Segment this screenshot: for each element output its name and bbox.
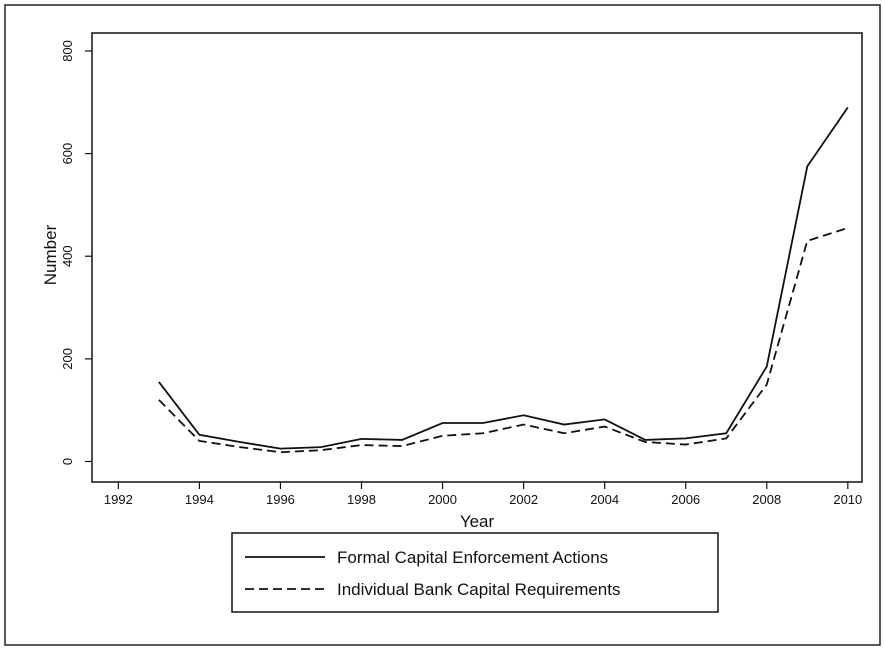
y-tick-label: 0 — [60, 458, 75, 465]
y-tick-label: 800 — [60, 40, 75, 62]
y-tick-label: 200 — [60, 348, 75, 370]
x-tick-label: 2000 — [428, 492, 457, 507]
legend-label: Individual Bank Capital Requirements — [337, 580, 621, 599]
x-tick-label: 1994 — [185, 492, 214, 507]
x-tick-label: 2008 — [752, 492, 781, 507]
legend — [231, 532, 719, 613]
y-tick-label: 600 — [60, 143, 75, 165]
x-tick-label: 1992 — [104, 492, 133, 507]
series-line — [158, 106, 849, 450]
x-tick-label: 2004 — [590, 492, 619, 507]
y-tick-label: 400 — [60, 245, 75, 267]
x-tick-label: 2002 — [509, 492, 538, 507]
x-tick-label: 1996 — [266, 492, 295, 507]
x-tick-label: 2006 — [671, 492, 700, 507]
x-tick-label: 1998 — [347, 492, 376, 507]
plot-frame — [91, 32, 863, 483]
x-axis-label: Year — [460, 512, 495, 531]
series-line — [158, 227, 849, 454]
x-tick-label: 2010 — [833, 492, 862, 507]
y-axis-label: Number — [41, 224, 60, 285]
legend-label: Formal Capital Enforcement Actions — [337, 548, 608, 567]
